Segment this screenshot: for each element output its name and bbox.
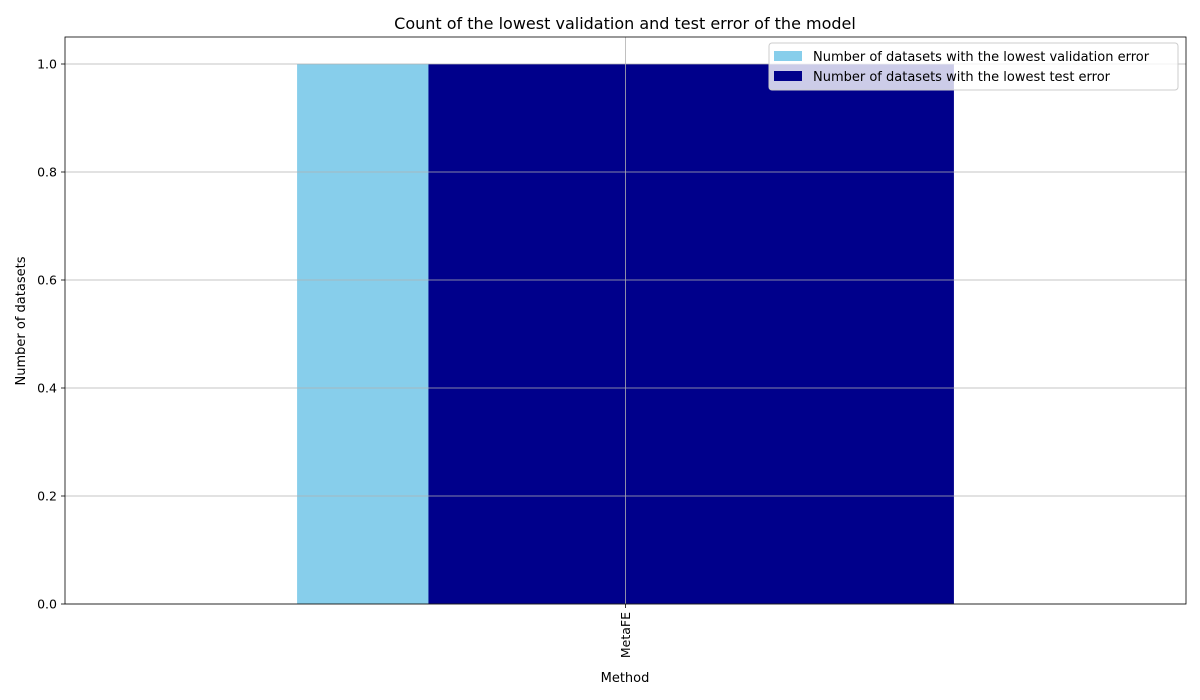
legend: Number of datasets with the lowest valid… xyxy=(768,42,1179,91)
y-axis-label: Number of datasets xyxy=(14,256,29,385)
bar-0-series-1 xyxy=(428,64,954,604)
legend-label-0: Number of datasets with the lowest valid… xyxy=(813,50,1150,65)
y-tick-label: 0.8 xyxy=(37,165,57,180)
legend-label-1: Number of datasets with the lowest test … xyxy=(813,70,1111,85)
x-axis-label: Method xyxy=(601,671,650,686)
legend-swatch-1 xyxy=(774,71,802,81)
y-tick-label: 0.0 xyxy=(37,597,57,612)
y-tick-label: 0.4 xyxy=(37,381,57,396)
y-tick-label: 0.6 xyxy=(37,273,57,288)
plot-area: 0.0 0.2 0.4 0.6 0.8 1.0 MetaFE xyxy=(37,36,1187,658)
legend-box xyxy=(768,42,1179,91)
y-tick-label: 0.2 xyxy=(37,489,57,504)
plot-frame xyxy=(64,36,1187,605)
legend-swatch-0 xyxy=(774,51,802,61)
chart-title: Count of the lowest validation and test … xyxy=(394,14,856,33)
y-tick-label: 1.0 xyxy=(37,57,57,72)
x-tick-label: MetaFE xyxy=(618,612,633,658)
